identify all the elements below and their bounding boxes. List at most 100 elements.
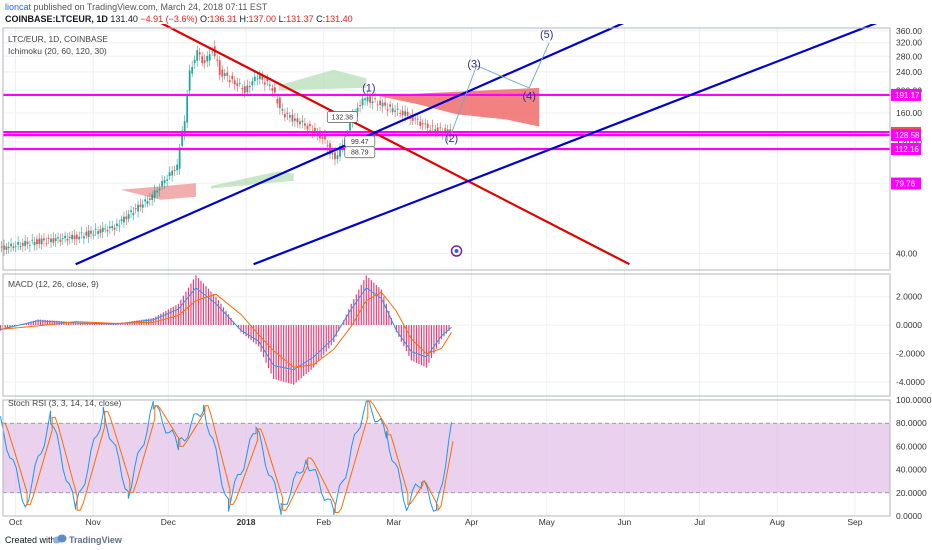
rsi-axis-tick: 60.0000: [896, 441, 927, 451]
price-tag: [891, 177, 921, 190]
candle-body: [426, 123, 429, 128]
candle-body: [10, 243, 12, 247]
published-text: published on TradingView.com, March 24, …: [33, 2, 268, 12]
candle-body: [369, 96, 371, 103]
candle-body: [216, 59, 219, 61]
rsi-axis-tick: 20.0000: [896, 488, 927, 498]
price-pane[interactable]: (1) (2) (3) (4) (5) 132.38 99.47 88.79: [0, 24, 890, 266]
candle-body: [101, 227, 104, 233]
candle-body: [276, 98, 279, 104]
candle-body: [193, 59, 196, 64]
x-tick-label: Oct: [9, 517, 23, 527]
candle-body: [278, 97, 281, 109]
candle-body: [57, 237, 59, 239]
candle-body: [75, 234, 78, 239]
candle-body: [404, 111, 407, 116]
candle-body: [324, 135, 326, 140]
candle-body: [78, 236, 81, 240]
price-tag-label: 112.16: [895, 145, 919, 154]
x-tick-label: Nov: [86, 517, 102, 527]
price-callout-label: 88.79: [351, 150, 369, 157]
candle-body: [127, 214, 130, 219]
candle-body: [99, 229, 102, 234]
axes: Oct Nov Dec 2018 Feb Mar Apr May Jun Jul Aug Sep 360…: [9, 26, 932, 527]
candle-body: [281, 109, 284, 111]
author-link[interactable]: lioncat: [5, 2, 32, 12]
price-pane-title: LTC/EUR, 1D, COINBASE: [8, 34, 108, 44]
candle-body: [163, 180, 166, 183]
price-tag: [891, 143, 921, 156]
candle-body: [386, 109, 389, 111]
price-axis-tick: 320.00: [896, 38, 922, 48]
stoch-rsi-pane[interactable]: [0, 400, 890, 515]
candle-body: [186, 95, 189, 123]
price-axis-tick: 280.00: [896, 51, 922, 61]
candle-body: [120, 219, 123, 222]
publish-line: lioncat published on TradingView.com, Ma…: [5, 1, 267, 13]
candle-body: [68, 236, 71, 239]
elliott-projection-path: [451, 42, 550, 134]
candle-body: [5, 246, 8, 251]
candle-body: [301, 120, 304, 123]
candle-body: [299, 121, 301, 125]
pane-frames: [2, 27, 891, 517]
wave-label: (1): [362, 82, 375, 94]
price-axis-tick: 160.00: [896, 108, 922, 118]
candle-body: [248, 86, 251, 88]
candle-body: [28, 245, 31, 246]
x-tick-label: Sep: [847, 517, 862, 527]
symbol-label: COINBASE:LTCEUR, 1D: [5, 14, 108, 24]
price-tag: [891, 88, 921, 101]
candle-body: [381, 102, 384, 107]
x-tick-label: Dec: [161, 517, 177, 527]
candle-body: [314, 128, 316, 132]
candle-body: [406, 111, 409, 116]
price-axis-tick: 120.00: [896, 137, 922, 147]
candle-body: [236, 83, 239, 87]
rsi-axis-tick: 40.0000: [896, 465, 927, 475]
candle-body: [59, 239, 62, 242]
candle-body: [271, 88, 274, 91]
wave-label: (2): [445, 133, 458, 145]
candle-body: [331, 153, 334, 155]
x-tick-label: Apr: [465, 517, 478, 527]
ichimoku-cloud-red: [376, 87, 540, 127]
candle-body: [108, 226, 111, 229]
candle-body: [286, 112, 289, 114]
candle-body: [83, 236, 85, 239]
candle-body: [364, 98, 366, 101]
rsi-axis-tick: 80.0000: [896, 418, 927, 428]
macd-signal-line: [0, 291, 452, 368]
candle-body: [0, 246, 3, 248]
candle-body: [104, 228, 107, 230]
candle-body: [208, 54, 211, 61]
candle-body: [251, 81, 254, 86]
x-tick-label: May: [539, 517, 556, 527]
candle-body: [148, 198, 151, 200]
candle-body: [3, 245, 5, 250]
macd-pane-title: MACD (12, 26, close, 9): [8, 279, 99, 289]
price-axis-tick: 240.00: [896, 67, 922, 77]
ichimoku-cloud-green-lower: [210, 171, 294, 189]
candle-body: [253, 76, 256, 82]
tradingview-brand[interactable]: TradingView: [69, 535, 122, 545]
candle-body: [64, 235, 66, 239]
stoch-rsi-pane-frame: [2, 399, 891, 517]
candle-body: [261, 75, 264, 80]
candle-body: [268, 84, 271, 86]
candle-body: [14, 246, 17, 248]
candle-body: [349, 121, 351, 131]
candle-body: [283, 114, 286, 118]
candle-body: [36, 239, 38, 245]
chart-area[interactable]: (1) (2) (3) (4) (5) 132.38 99.47 88.79 LTC/EUR,…: [0, 24, 932, 530]
candle-body: [296, 118, 299, 123]
candle-body: [256, 78, 259, 80]
macd-line: [0, 287, 452, 371]
candle-body: [336, 155, 339, 159]
candle-body: [366, 96, 369, 102]
macd-pane[interactable]: [0, 275, 452, 385]
stoch-rsi-d-line: [1, 400, 454, 514]
ichimoku-label: Ichimoku (20, 60, 120, 30): [8, 46, 107, 56]
price-tag: [891, 129, 921, 142]
candle-body: [419, 121, 422, 127]
